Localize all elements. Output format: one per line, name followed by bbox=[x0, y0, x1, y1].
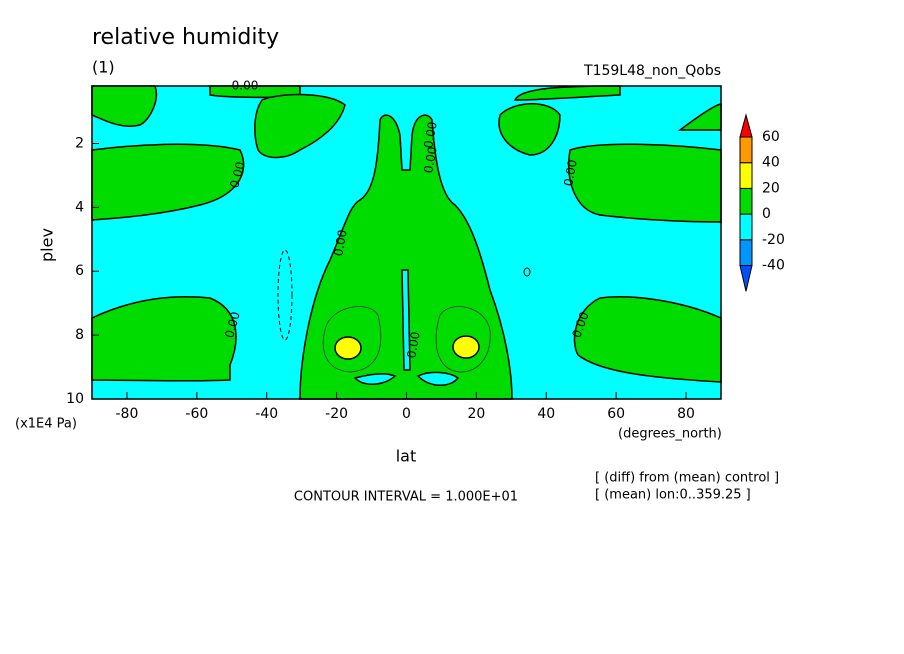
y-axis-title: plev bbox=[38, 228, 57, 262]
contour-label: 0.00 bbox=[404, 331, 422, 360]
note: [ (diff) from (mean) control ] bbox=[595, 471, 779, 486]
contour-interval: CONTOUR INTERVAL = 1.000E+01 bbox=[294, 490, 518, 505]
contour-label: 0.00 bbox=[222, 310, 242, 339]
contour-label: 0.00 bbox=[232, 79, 259, 93]
x-tick-label: 20 bbox=[467, 406, 485, 422]
y-unit: (x1E4 Pa) bbox=[15, 417, 77, 432]
x-tick-label: -60 bbox=[185, 406, 208, 422]
colorbar-triangle bbox=[739, 265, 753, 292]
contour-label: 0.00 bbox=[331, 229, 349, 258]
colorbar-triangle bbox=[739, 113, 753, 138]
subtitle: (1) bbox=[92, 58, 115, 77]
y-tick-label: 4 bbox=[75, 199, 84, 215]
colorbar-box bbox=[739, 239, 753, 267]
region bbox=[91, 143, 245, 221]
note: [ (mean) lon:0..359.25 ] bbox=[595, 488, 751, 503]
x-tick-label: 80 bbox=[677, 406, 695, 422]
region bbox=[568, 143, 722, 223]
contour-label: 0.00 bbox=[421, 121, 439, 150]
x-unit: (degrees_north) bbox=[618, 427, 722, 442]
field bbox=[91, 85, 722, 400]
x-tick-label: -20 bbox=[325, 406, 348, 422]
contour-label: 0.00 bbox=[227, 160, 247, 189]
colorbar-label: -20 bbox=[762, 232, 785, 248]
contour-line bbox=[523, 267, 531, 277]
x-axis-title: lat bbox=[396, 447, 417, 466]
region bbox=[334, 336, 362, 360]
region bbox=[513, 85, 621, 101]
contour-line bbox=[277, 249, 293, 341]
x-tick-label: 40 bbox=[537, 406, 555, 422]
x-tick-label: 0 bbox=[402, 406, 411, 422]
region bbox=[353, 373, 397, 385]
region bbox=[91, 296, 237, 382]
colorbar-label: -40 bbox=[762, 258, 785, 274]
colorbar-box bbox=[739, 162, 753, 189]
region bbox=[401, 269, 411, 371]
colorbar-box bbox=[739, 213, 753, 241]
region bbox=[416, 371, 460, 386]
y-tick-label: 10 bbox=[66, 391, 84, 407]
colorbar-label: 60 bbox=[762, 129, 780, 145]
y-tick-label: 2 bbox=[75, 135, 84, 151]
colorbar-box bbox=[739, 136, 753, 164]
colorbar-label: 20 bbox=[762, 180, 780, 196]
contour-label: 0.00 bbox=[421, 146, 439, 175]
region bbox=[254, 93, 346, 159]
y-tick-label: 8 bbox=[75, 327, 84, 343]
contour-line bbox=[322, 306, 382, 373]
colorbar-label: 0 bbox=[762, 206, 771, 222]
contour-label: 0.00 bbox=[561, 159, 579, 188]
region bbox=[91, 85, 157, 127]
region bbox=[573, 296, 722, 383]
region bbox=[299, 114, 513, 400]
region bbox=[452, 335, 480, 359]
y-tick-label: 6 bbox=[75, 263, 84, 279]
x-tick-label: -40 bbox=[255, 406, 278, 422]
chart-title: relative humidity bbox=[92, 25, 279, 50]
run-label: T159L48_non_Qobs bbox=[583, 63, 721, 79]
contour-line bbox=[435, 306, 491, 373]
x-tick-label: -80 bbox=[116, 406, 139, 422]
region bbox=[498, 103, 561, 156]
x-tick-label: 60 bbox=[607, 406, 625, 422]
colorbar-box bbox=[739, 187, 753, 215]
colorbar-label: 40 bbox=[762, 155, 780, 171]
